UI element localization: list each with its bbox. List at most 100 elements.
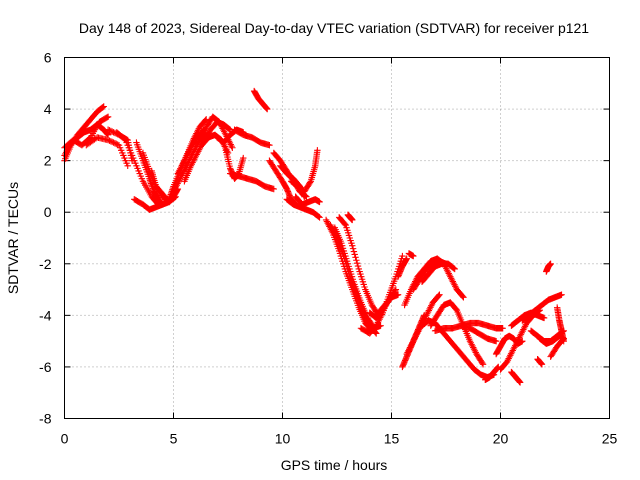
x-tick-label: 15	[384, 431, 400, 447]
data-point	[459, 293, 466, 300]
data-point	[104, 113, 112, 121]
x-tick-label: 10	[275, 431, 291, 447]
y-tick-label: 6	[44, 50, 52, 66]
data-point	[106, 127, 113, 134]
data-point	[108, 128, 116, 135]
series-arc-f	[113, 129, 162, 208]
x-tick-label: 20	[493, 431, 509, 447]
series-arc-y	[288, 147, 321, 195]
series-arc-c	[61, 113, 112, 151]
data-point	[492, 337, 500, 345]
data-point	[229, 144, 236, 151]
data-point	[350, 248, 358, 255]
data-point	[349, 216, 356, 224]
data-point	[121, 135, 128, 143]
data-point	[108, 138, 116, 146]
y-tick-label: 0	[44, 204, 52, 220]
data-point	[351, 251, 358, 258]
data-point	[499, 325, 506, 332]
plot-frame	[64, 57, 610, 419]
data-point	[104, 126, 112, 133]
series-arc-af	[357, 252, 406, 337]
data-point	[479, 359, 486, 367]
x-axis-label: GPS time / hours	[281, 457, 388, 473]
data-point	[399, 252, 406, 260]
series-arc-ay	[536, 332, 567, 347]
series-arc-be	[405, 250, 417, 260]
data-point	[394, 291, 402, 298]
data-point	[266, 141, 273, 149]
y-tick-label: -6	[39, 359, 52, 375]
data-point	[270, 185, 277, 193]
data-point	[450, 265, 458, 272]
data-point	[316, 214, 323, 221]
y-axis-label: SDTVAR / TECUs	[5, 182, 21, 294]
data-point	[100, 103, 107, 110]
data-point	[451, 265, 458, 273]
series-arc-aq	[418, 260, 458, 286]
chart-title: Day 148 of 2023, Sidereal Day-to-day VTE…	[79, 20, 589, 36]
series-arc-bc	[534, 355, 546, 368]
data-point	[516, 379, 524, 386]
series-arc-ba	[553, 304, 567, 345]
series-arc-t	[231, 126, 273, 149]
x-tick-label: 0	[61, 431, 69, 447]
series-arc-s	[226, 170, 277, 193]
data-point	[111, 140, 119, 147]
data-point	[354, 262, 362, 270]
data-point	[226, 125, 233, 133]
series-arc-u	[250, 87, 271, 113]
x-tick-label: 5	[170, 431, 178, 447]
data-point	[107, 138, 115, 145]
data-point	[110, 139, 117, 146]
data-point	[341, 220, 349, 228]
series-arc-bf	[344, 211, 356, 224]
data-point	[410, 252, 417, 260]
data-point	[106, 137, 113, 144]
data-point	[479, 361, 487, 368]
data-point	[435, 292, 442, 299]
data-point	[373, 330, 380, 337]
data-point	[349, 245, 357, 252]
series-arc-bd	[508, 368, 524, 386]
series-arc-aw	[519, 291, 565, 324]
data-point	[314, 147, 321, 154]
data-point	[103, 114, 111, 121]
data-point	[107, 127, 115, 135]
data-point	[560, 337, 567, 345]
y-tick-label: 4	[44, 101, 52, 117]
series-arc-bb	[543, 260, 554, 275]
series-arc-ah	[375, 291, 402, 316]
data-point	[558, 291, 565, 298]
data-point	[99, 103, 107, 111]
data-point	[353, 257, 360, 264]
data-point	[264, 105, 271, 113]
data-points	[61, 87, 567, 386]
series-arc-d	[83, 134, 131, 169]
series-arc-ar	[458, 319, 506, 332]
y-tick-label: -8	[39, 411, 52, 427]
data-point	[306, 179, 314, 186]
data-point	[436, 291, 443, 298]
x-tick-label: 25	[602, 431, 618, 447]
y-tick-label: -4	[39, 307, 52, 323]
data-point	[349, 242, 356, 249]
y-tick-label: -2	[39, 256, 52, 272]
data-point	[352, 254, 359, 261]
data-point	[240, 154, 247, 162]
data-point	[316, 198, 323, 206]
series-arc-aa	[283, 196, 323, 221]
data-point	[124, 162, 131, 169]
data-point	[403, 255, 410, 262]
grid	[64, 57, 610, 419]
data-point	[315, 213, 322, 220]
data-point	[113, 140, 120, 148]
data-point	[114, 141, 121, 148]
data-point	[540, 314, 548, 322]
data-point	[392, 286, 400, 293]
series-arc-ao	[427, 299, 487, 368]
y-tick-label: 2	[44, 153, 52, 169]
data-point	[460, 294, 467, 301]
